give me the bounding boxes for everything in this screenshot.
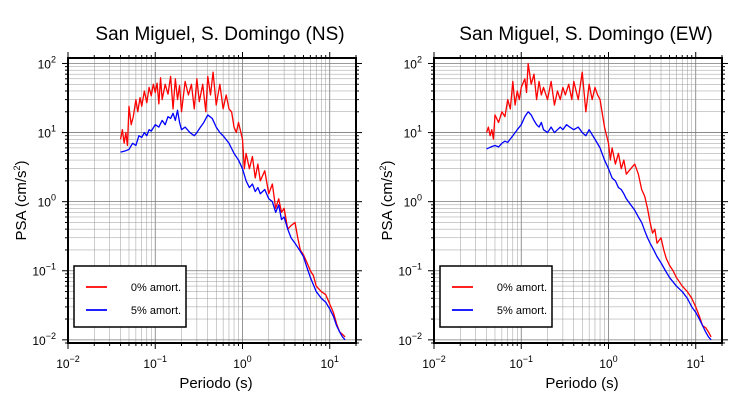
chart-panel-1: 10−2 10−1 100 101 10−2 10−1 100 101 102 San Migue… xyxy=(12,24,362,392)
legend: 0% amort. 5% amort. xyxy=(439,265,553,328)
plot-frame xyxy=(67,57,357,344)
grid xyxy=(433,58,723,344)
chart-title: San Miguel, S. Domingo (NS) xyxy=(95,24,344,45)
legend-box xyxy=(73,265,187,328)
series-line-damped xyxy=(486,111,712,341)
ticks xyxy=(428,52,728,349)
x-tick-label: 10−2 xyxy=(422,354,446,371)
plot-frame xyxy=(433,57,723,344)
series-line-damped xyxy=(120,109,346,341)
y-tick-label: 102 xyxy=(404,54,422,71)
y-axis-label: PSA (cm/s2) xyxy=(378,160,396,240)
y-tick-label: 101 xyxy=(38,124,56,141)
y-tick-label: 100 xyxy=(38,193,56,210)
x-tick-label: 10−1 xyxy=(143,354,167,371)
x-tick-label: 10−2 xyxy=(56,354,80,371)
series-line-undamped xyxy=(119,71,346,338)
x-tick-label: 101 xyxy=(687,354,705,371)
x-tick-label: 100 xyxy=(233,354,251,371)
x-tick-label: 10−1 xyxy=(509,354,533,371)
legend-label: 5% amort. xyxy=(131,305,181,317)
legend-label: 0% amort. xyxy=(131,282,181,294)
x-tick-label: 101 xyxy=(321,354,339,371)
y-tick-label: 10−2 xyxy=(398,331,422,348)
y-tick-label: 10−1 xyxy=(32,262,56,279)
chart-panel-2: 10−2 10−1 100 101 10−2 10−1 100 101 102 San Migue… xyxy=(378,24,728,392)
y-tick-label: 102 xyxy=(38,54,56,71)
y-tick-label: 100 xyxy=(404,193,422,210)
ticks xyxy=(62,52,362,349)
series-line-undamped xyxy=(485,62,712,338)
x-axis-label: Periodo (s) xyxy=(179,375,252,392)
legend: 0% amort. 5% amort. xyxy=(73,265,187,328)
x-axis-label: Periodo (s) xyxy=(545,375,618,392)
y-tick-label: 10−1 xyxy=(398,262,422,279)
legend-label: 5% amort. xyxy=(497,305,547,317)
legend-box xyxy=(439,265,553,328)
grid xyxy=(67,58,357,344)
legend-label: 0% amort. xyxy=(497,282,547,294)
y-axis-label: PSA (cm/s2) xyxy=(12,160,30,240)
chart-title: San Miguel, S. Domingo (EW) xyxy=(459,24,712,45)
x-tick-label: 100 xyxy=(599,354,617,371)
y-tick-label: 10−2 xyxy=(32,331,56,348)
y-tick-label: 101 xyxy=(404,124,422,141)
